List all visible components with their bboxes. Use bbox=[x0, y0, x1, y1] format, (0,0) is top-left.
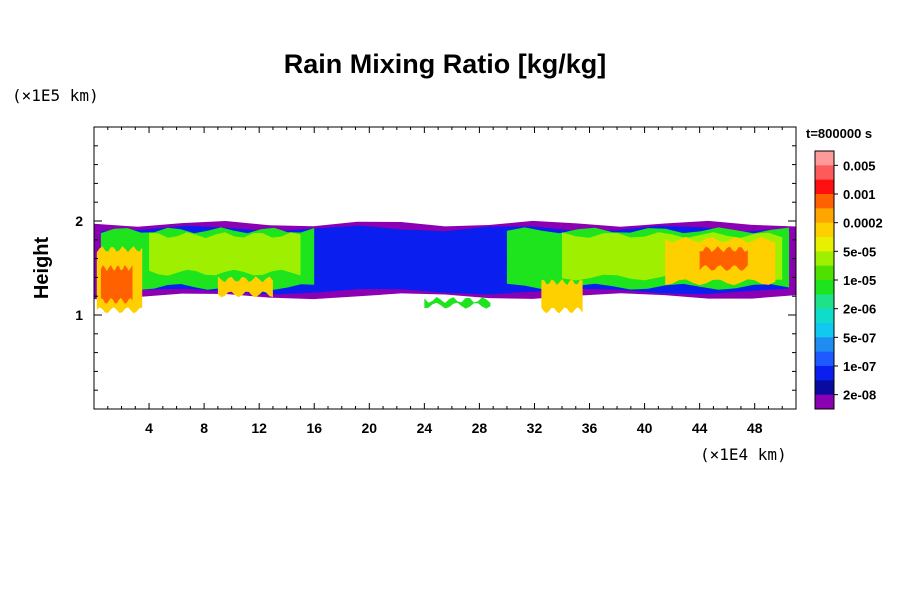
x-tick-label: 8 bbox=[200, 420, 208, 436]
x-tick-label: 16 bbox=[306, 420, 322, 436]
x-tick-label: 12 bbox=[251, 420, 267, 436]
colorbar: 0.005 0.001 0.0002 5e-05 1e-05 2e-06 5e-07 1e-0… bbox=[814, 150, 883, 410]
colorbar-swatch bbox=[815, 394, 834, 410]
colorbar-swatch bbox=[815, 251, 834, 267]
colorbar-label: 2e-08 bbox=[843, 388, 876, 403]
colorbar-swatch bbox=[815, 323, 834, 338]
x-tick-label: 24 bbox=[417, 420, 433, 436]
colorbar-label: 2e-06 bbox=[843, 302, 876, 317]
colorbar-label: 0.0002 bbox=[843, 216, 883, 231]
colorbar-swatch bbox=[815, 194, 834, 209]
colorbar-swatch bbox=[815, 165, 834, 181]
contour-region-1e-05 bbox=[424, 297, 491, 309]
colorbar-swatch bbox=[815, 237, 834, 252]
colorbar-label: 0.005 bbox=[843, 158, 876, 173]
colorbar-swatch bbox=[815, 208, 834, 224]
x-tick-label: 20 bbox=[362, 420, 378, 436]
contour-region-0.0002 bbox=[541, 279, 583, 314]
colorbar-label: 0.001 bbox=[843, 187, 876, 202]
colorbar-swatch bbox=[815, 151, 834, 166]
plot-frame bbox=[93, 126, 797, 410]
colorbar-label: 1e-05 bbox=[843, 273, 876, 288]
x-tick-label: 44 bbox=[692, 420, 708, 436]
colorbar-swatch bbox=[815, 280, 834, 295]
colorbar-label: 1e-07 bbox=[843, 359, 876, 374]
x-tick-label: 40 bbox=[637, 420, 653, 436]
colorbar-swatch bbox=[815, 351, 834, 367]
x-unit-label: (×1E4 km) bbox=[700, 445, 787, 464]
colorbar-swatch bbox=[815, 380, 834, 396]
contour-region-0.001 bbox=[100, 265, 133, 304]
colorbar-swatch bbox=[815, 179, 834, 195]
x-tick-label: 48 bbox=[747, 420, 763, 436]
colorbar-swatch bbox=[815, 366, 834, 381]
y-unit-label: (×1E5 km) bbox=[12, 86, 99, 105]
plot-area bbox=[94, 220, 796, 314]
contour-region-0.001 bbox=[699, 246, 748, 271]
colorbar-label: 5e-07 bbox=[843, 330, 876, 345]
colorbar-swatch bbox=[815, 337, 834, 353]
x-tick-label: 28 bbox=[472, 420, 488, 436]
y-tick-label: 2 bbox=[75, 213, 83, 229]
colorbar-swatch bbox=[815, 265, 834, 281]
time-label: t=800000 s bbox=[806, 126, 872, 141]
x-tick-label: 32 bbox=[527, 420, 543, 436]
colorbar-label: 5e-05 bbox=[843, 244, 876, 259]
contour-region-5e-05 bbox=[149, 232, 301, 276]
colorbar-swatch bbox=[815, 222, 834, 238]
contour-region-0.0002 bbox=[217, 276, 273, 298]
y-axis: 12 bbox=[75, 145, 796, 391]
colorbar-swatch bbox=[815, 308, 834, 324]
x-tick-label: 4 bbox=[145, 420, 153, 436]
y-tick-label: 1 bbox=[75, 307, 83, 323]
chart-title: Rain Mixing Ratio [kg/kg] bbox=[284, 49, 607, 79]
x-tick-label: 36 bbox=[582, 420, 598, 436]
colorbar-swatch bbox=[815, 294, 834, 310]
y-axis-label: Height bbox=[31, 237, 53, 300]
